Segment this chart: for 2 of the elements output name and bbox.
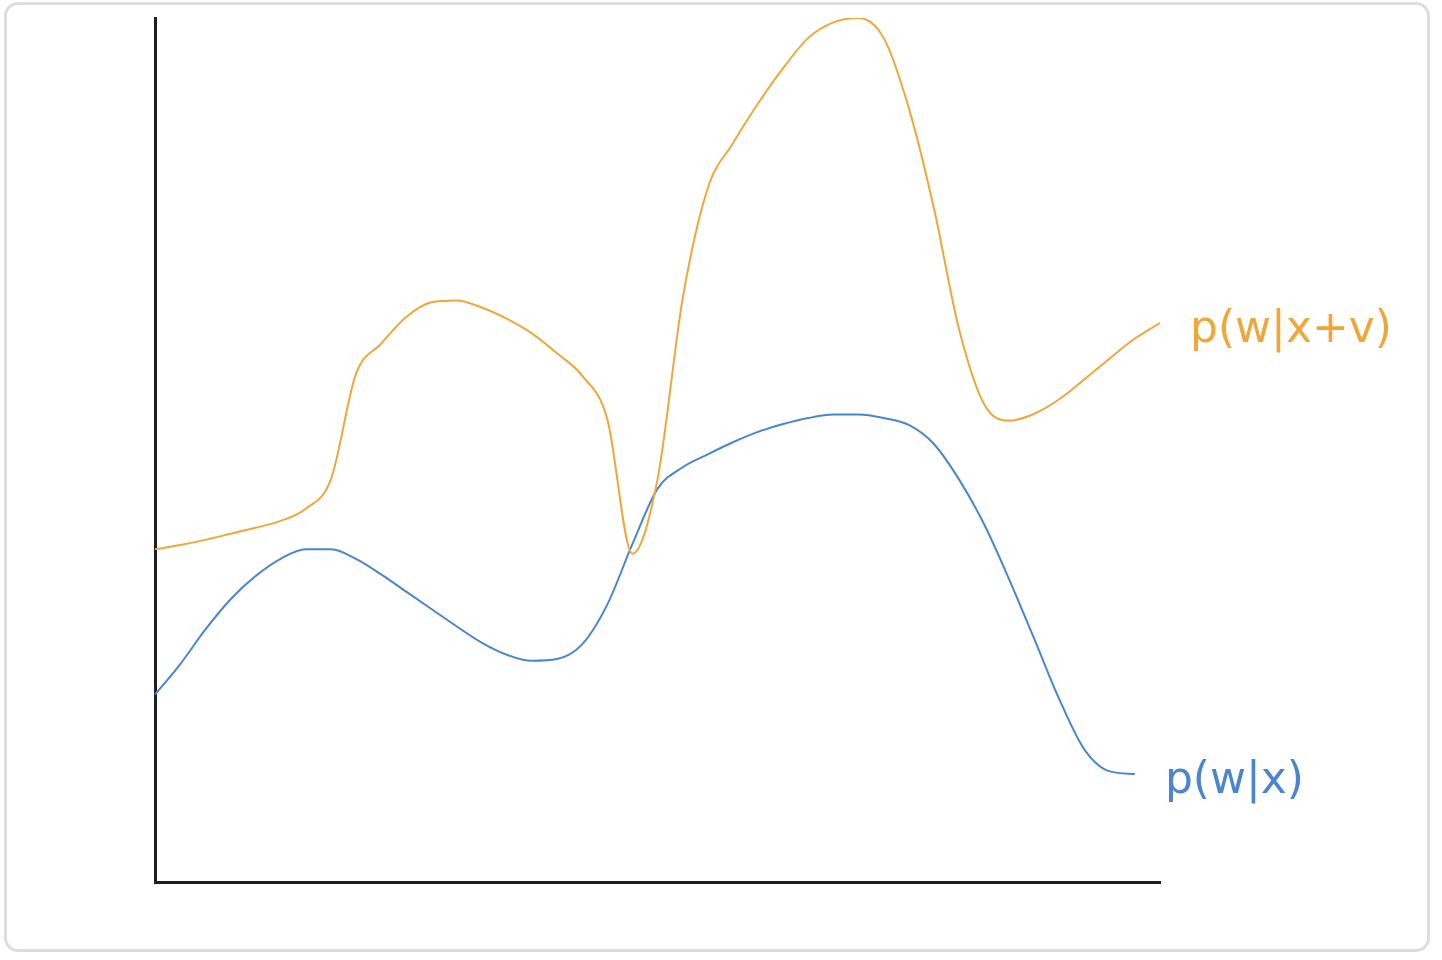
series-label: p(w|x+v) [1190, 301, 1393, 354]
series-label: p(w|x) [1164, 752, 1304, 805]
